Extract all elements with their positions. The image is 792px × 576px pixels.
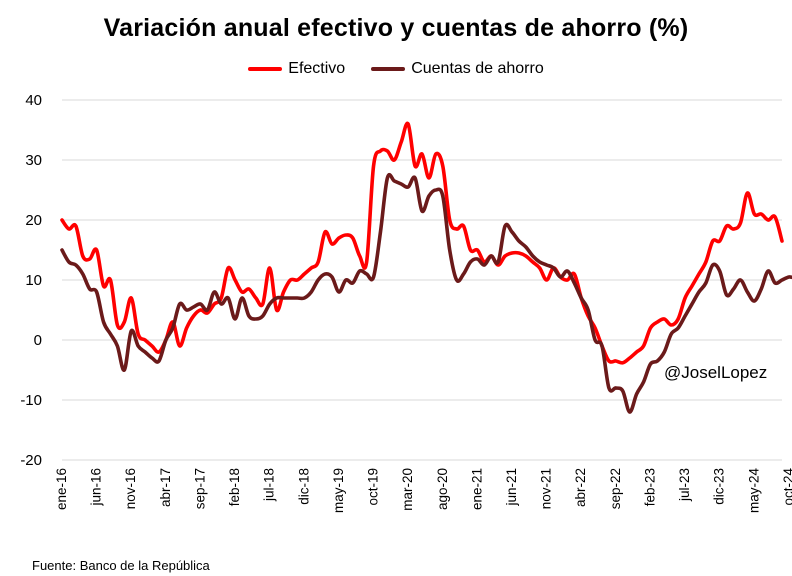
x-tick-label: may-24 (746, 468, 761, 514)
legend-label-cuentas-de-ahorro: Cuentas de ahorro (411, 60, 544, 77)
series-lines (60, 121, 792, 414)
legend-swatch-efectivo (248, 67, 283, 71)
x-tick-label: ene-21 (469, 468, 484, 510)
x-tick-label: nov-21 (539, 468, 554, 509)
x-tick-label: may-19 (331, 468, 346, 513)
x-tick-label: nov-16 (123, 468, 138, 509)
x-tick-label: ene-16 (54, 468, 69, 510)
series-line-cuentas-de-ahorro (60, 172, 792, 414)
x-tick-label: jun-21 (504, 468, 519, 507)
x-tick-label: jul-18 (262, 468, 277, 502)
legend-item-cuentas-de-ahorro: Cuentas de ahorro (371, 60, 544, 78)
source-note: Fuente: Banco de la República (32, 558, 210, 573)
y-tick-label: 10 (25, 272, 42, 289)
y-tick-label: 20 (25, 212, 42, 229)
x-tick-label: dic-23 (712, 468, 727, 505)
x-axis: ene-16 jun-16 nov-16 abr-17 sep-17 feb-18 jul-… (54, 459, 792, 514)
legend-item-efectivo: Efectivo (248, 60, 345, 78)
y-axis-ticks: 40 30 20 10 0 -10 -20 (20, 92, 42, 469)
x-tick-label: sep-22 (608, 468, 623, 509)
x-tick-label: jun-16 (89, 468, 104, 507)
x-tick-label: oct-24 (781, 468, 792, 506)
y-tick-label: 40 (25, 92, 42, 109)
x-tick-label: mar-20 (400, 468, 415, 511)
y-tick-label: 0 (34, 332, 42, 349)
x-tick-label: feb-18 (227, 468, 242, 506)
watermark-handle: @JoselLopez (664, 363, 768, 382)
x-tick-label: ago-20 (435, 468, 450, 510)
series-line-efectivo (60, 121, 784, 365)
y-tick-label: -20 (20, 452, 42, 469)
legend-swatch-cuentas-de-ahorro (371, 67, 406, 71)
x-tick-label: abr-22 (573, 468, 588, 507)
y-tick-label: -10 (20, 392, 42, 409)
y-tick-label: 30 (25, 152, 42, 169)
x-tick-label: feb-23 (642, 468, 657, 506)
x-tick-label: oct-19 (366, 468, 381, 506)
x-tick-label: dic-18 (296, 468, 311, 505)
x-tick-label: abr-17 (158, 468, 173, 507)
x-tick-label: sep-17 (192, 468, 207, 509)
legend-label-efectivo: Efectivo (288, 60, 346, 77)
x-tick-label: jul-23 (677, 468, 692, 502)
chart-title: Variación anual efectivo y cuentas de ah… (103, 14, 689, 42)
legend: Efectivo Cuentas de ahorro (0, 60, 792, 78)
